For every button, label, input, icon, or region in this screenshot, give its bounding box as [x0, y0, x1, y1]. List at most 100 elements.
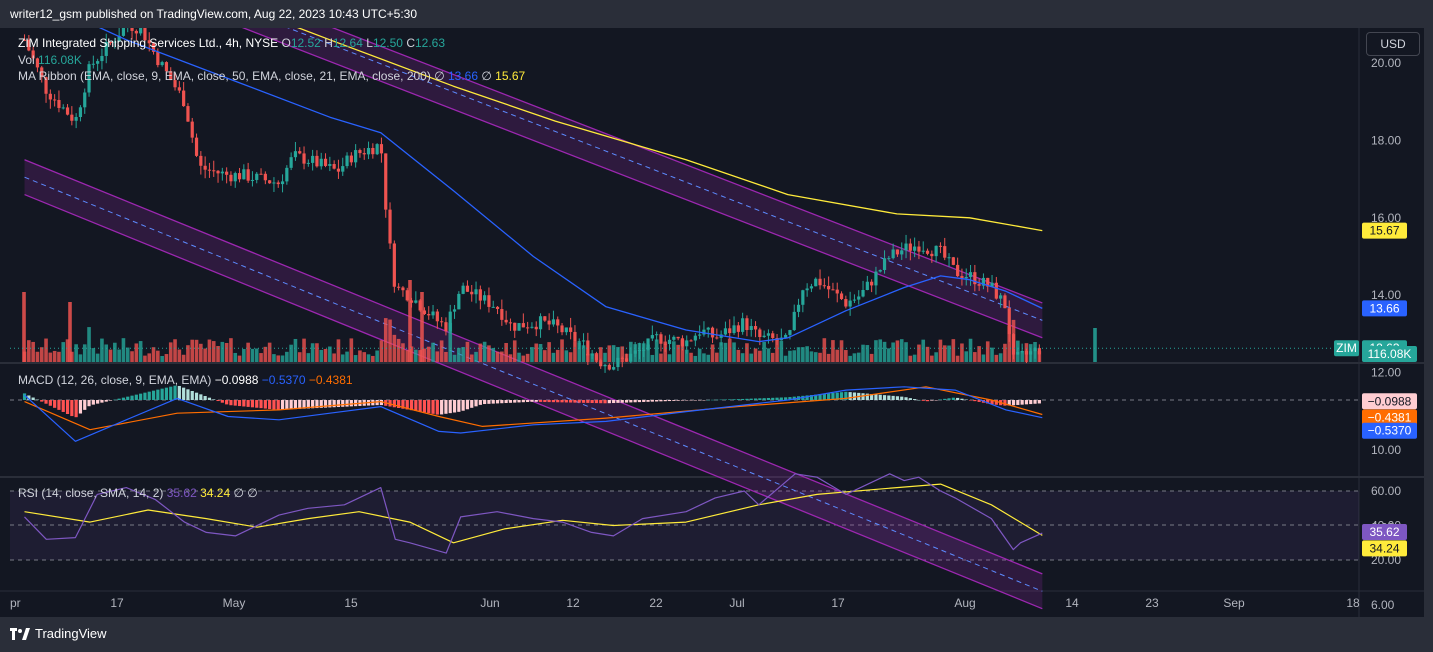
macd-hist-bar: [65, 400, 70, 415]
volume-bar: [57, 351, 61, 362]
macd-hist-bar: [835, 392, 839, 400]
volume-bar: [568, 352, 573, 362]
macd-hist-bar: [1020, 400, 1024, 405]
candle-body: [689, 340, 693, 342]
chart-svg[interactable]: 20.0018.0016.0014.0012.0010.008.006.0060…: [0, 28, 1424, 617]
macd-hist-bar: [1016, 400, 1020, 405]
candle-body: [698, 334, 702, 336]
time-tick-label: Aug: [954, 596, 975, 610]
ma-value-2: 15.67: [495, 69, 526, 83]
macd-hist-bar: [865, 393, 869, 400]
macd-hist-bar: [723, 399, 728, 400]
candle-body: [414, 300, 418, 303]
candle-body: [220, 171, 224, 174]
macd-hist-bar: [663, 400, 667, 402]
chart-frame[interactable]: [0, 28, 1424, 617]
symbol-legend[interactable]: ZIM Integrated Shipping Services Ltd., 4…: [18, 36, 445, 50]
volume-bar: [500, 351, 504, 362]
macd-hist-bar: [341, 400, 345, 407]
symbol-tag: ZIM: [1336, 341, 1357, 355]
volume-bar: [199, 343, 203, 362]
volume-bar: [775, 339, 779, 362]
time-tick-label: Jun: [480, 596, 499, 610]
tradingview-logo-icon: [10, 627, 30, 640]
volume-bar: [27, 340, 31, 362]
macd-hist-bar: [70, 400, 74, 417]
macd-hist-bar: [913, 399, 917, 400]
macd-hist-bar: [818, 394, 822, 400]
macd-hist-bar: [289, 400, 293, 410]
macd-hist-bar: [487, 400, 491, 404]
macd-hist-bar: [560, 400, 564, 403]
macd-hist-bar: [994, 400, 998, 405]
candle-body: [315, 155, 319, 167]
volume-bar: [216, 346, 220, 362]
candle-body: [809, 286, 814, 289]
candle-body: [753, 326, 758, 330]
candle-body: [891, 249, 895, 259]
volume-bar: [826, 353, 831, 362]
rsi-legend[interactable]: RSI (14, close, SMA, 14, 2) 35.62 34.24 …: [18, 486, 258, 500]
macd-hist-bar: [977, 400, 981, 402]
volume-spike: [22, 292, 26, 362]
candle-body: [250, 179, 255, 181]
ma-legend[interactable]: MA Ribbon (EMA, close, 9, EMA, close, 50…: [18, 69, 525, 83]
volume-bar: [82, 344, 87, 362]
macd-hist-bar: [925, 400, 930, 402]
currency-button[interactable]: USD: [1366, 32, 1420, 56]
rsi-tick-label: 20.00: [1371, 553, 1401, 567]
volume-bar: [938, 339, 943, 362]
candle-body: [341, 166, 345, 172]
volume-bar: [267, 342, 272, 362]
macd-hist-bar: [672, 400, 676, 401]
macd-hist-bar: [680, 400, 685, 401]
candle-body: [143, 28, 147, 41]
volume-bar: [672, 341, 676, 362]
volume-bar: [147, 353, 152, 362]
volume-bar: [598, 347, 603, 362]
rsi-empty-1: ∅: [233, 486, 244, 500]
brand[interactable]: TradingView: [10, 626, 107, 641]
volume-bar: [504, 342, 508, 362]
time-tick-label: May: [223, 596, 246, 610]
channel-lower-edge-top: [24, 159, 1043, 575]
volume-bar: [1007, 325, 1012, 362]
volume-bar: [719, 342, 723, 362]
macd-hist-bar: [650, 400, 654, 402]
candle-body: [53, 99, 57, 101]
volume-bar: [143, 355, 147, 362]
channel-upper-edge-top: [331, 28, 1043, 304]
axes: 20.0018.0016.0014.0012.0010.008.006.0060…: [10, 56, 1401, 612]
volume-bar: [676, 344, 680, 362]
rsi-line: [24, 473, 1043, 554]
macd-hist-bar: [500, 400, 504, 404]
macd-hist-bar: [117, 398, 121, 400]
ema200-price-tag-bg: [1362, 222, 1407, 239]
rsi-empty-2: ∅: [247, 486, 258, 500]
volume-legend[interactable]: Vol 116.08K: [18, 53, 82, 67]
macd-hist-bar: [113, 399, 117, 401]
candle-body: [586, 340, 590, 356]
macd-hist-bar: [311, 400, 315, 409]
volume-bar: [465, 341, 470, 362]
candle-body: [917, 246, 921, 252]
high-label: H: [324, 36, 333, 50]
candlesticks[interactable]: [22, 28, 1041, 373]
candle-body: [259, 173, 263, 175]
volume-bar: [620, 346, 625, 362]
candle-body: [951, 257, 955, 265]
macd-hist-bar: [83, 400, 87, 410]
candle-body: [835, 289, 839, 294]
macd-legend[interactable]: MACD (12, 26, close, 9, EMA, EMA) −0.098…: [18, 373, 353, 387]
macd-hist-bar: [586, 400, 590, 403]
price-tick-label: 14.00: [1371, 288, 1401, 302]
volume-bar: [478, 343, 483, 362]
macd-hist-bar: [762, 398, 766, 400]
symbol-title: ZIM Integrated Shipping Services Ltd., 4…: [18, 36, 279, 50]
open-label: O: [281, 36, 291, 50]
volume-bar: [405, 350, 410, 362]
macd-hist-bar: [435, 400, 439, 415]
macd-hist-bar: [547, 400, 551, 403]
volume-bar: [349, 338, 354, 362]
candle-body: [216, 170, 220, 174]
